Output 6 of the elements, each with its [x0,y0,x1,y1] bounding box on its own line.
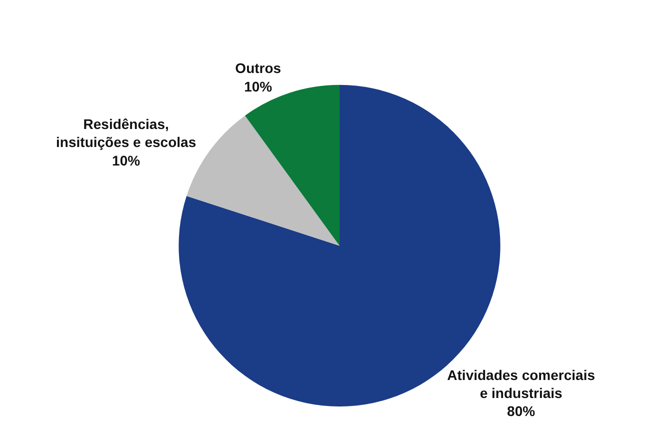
data-label: 80% [507,403,536,420]
data-label: 10% [244,78,273,94]
slice-label: Atividades comerciais e industriais [447,366,596,401]
data-label: 10% [112,152,141,168]
slice-label: Outros [235,60,282,76]
slice-label: Residências, insituições e escolas [56,116,196,150]
